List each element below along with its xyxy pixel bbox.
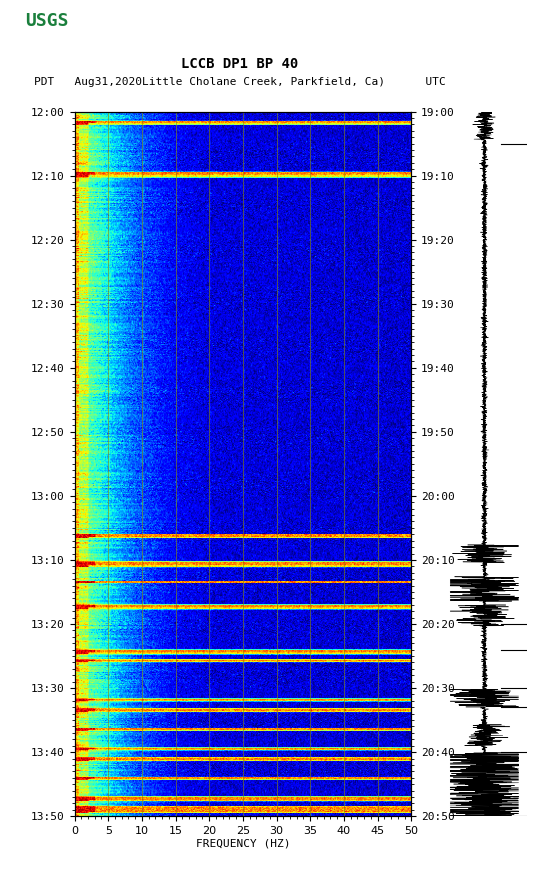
Text: USGS: USGS <box>25 12 68 30</box>
Text: LCCB DP1 BP 40: LCCB DP1 BP 40 <box>182 57 299 71</box>
Text: PDT   Aug31,2020Little Cholane Creek, Parkfield, Ca)      UTC: PDT Aug31,2020Little Cholane Creek, Park… <box>34 77 446 87</box>
X-axis label: FREQUENCY (HZ): FREQUENCY (HZ) <box>195 838 290 848</box>
